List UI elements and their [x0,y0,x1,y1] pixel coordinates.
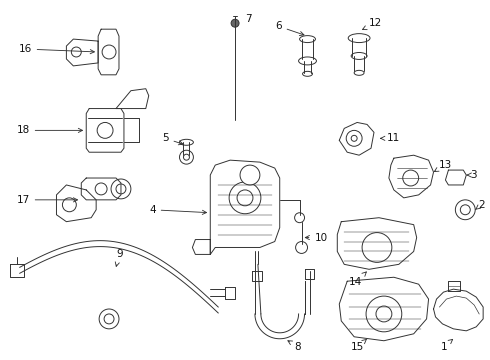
Ellipse shape [179,139,194,145]
Circle shape [95,183,107,195]
Circle shape [104,314,114,324]
Text: 2: 2 [475,200,485,210]
Text: 13: 13 [434,160,452,172]
Text: 15: 15 [351,339,367,352]
Text: 4: 4 [149,205,206,215]
Circle shape [111,179,131,199]
Circle shape [351,135,357,141]
Circle shape [229,182,261,214]
Circle shape [294,213,305,223]
Ellipse shape [302,71,313,76]
Text: 6: 6 [275,21,304,36]
Circle shape [116,184,126,194]
Circle shape [362,233,392,262]
Text: 16: 16 [19,44,95,54]
Circle shape [460,205,470,215]
Text: 7: 7 [245,14,252,24]
Ellipse shape [299,36,316,42]
Circle shape [403,170,418,186]
Circle shape [231,19,239,27]
Circle shape [240,165,260,185]
Ellipse shape [351,53,367,59]
Text: 9: 9 [115,249,122,266]
Text: 8: 8 [288,341,301,352]
Text: 18: 18 [17,125,82,135]
Text: 1: 1 [441,339,453,352]
Circle shape [179,150,194,164]
Circle shape [72,47,81,57]
Text: 10: 10 [305,233,328,243]
Circle shape [346,130,362,146]
Text: 17: 17 [17,195,77,205]
Circle shape [102,45,116,59]
Circle shape [183,154,190,160]
Text: 5: 5 [162,133,183,145]
Text: 14: 14 [349,272,367,287]
Circle shape [97,122,113,138]
Ellipse shape [298,57,317,65]
Text: 12: 12 [363,18,382,30]
Ellipse shape [354,70,364,75]
Circle shape [99,309,119,329]
Text: 3: 3 [467,170,477,180]
Circle shape [455,200,475,220]
Circle shape [376,306,392,322]
Circle shape [62,198,76,212]
Circle shape [366,296,402,332]
Circle shape [295,242,308,253]
Text: 11: 11 [381,133,400,143]
Circle shape [237,190,253,206]
Ellipse shape [348,33,370,42]
